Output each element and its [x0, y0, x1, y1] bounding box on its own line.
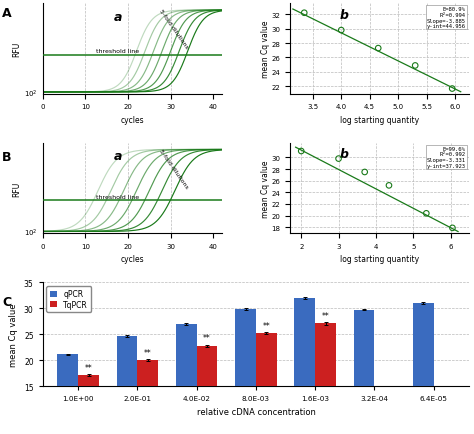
Bar: [294, 298, 315, 434]
Text: 5-fold dilutions: 5-fold dilutions: [158, 9, 189, 50]
Bar: [197, 346, 218, 434]
Point: [337, 27, 345, 34]
X-axis label: relative cDNA concentration: relative cDNA concentration: [197, 407, 315, 416]
Point: [361, 169, 368, 176]
Text: E=80.9%
R²=0.994
Slope=-3.885
y-int=44.956: E=80.9% R²=0.994 Slope=-3.885 y-int=44.9…: [427, 7, 465, 30]
X-axis label: cycles: cycles: [120, 255, 144, 264]
Y-axis label: mean Cq value: mean Cq value: [261, 21, 270, 78]
Text: b: b: [339, 148, 348, 161]
Text: **: **: [85, 363, 92, 372]
Text: 5-fold dilutions: 5-fold dilutions: [158, 148, 189, 189]
Text: **: **: [263, 321, 270, 330]
Point: [301, 10, 308, 17]
Text: C: C: [2, 295, 11, 308]
Text: E=99.6%
R²=0.992
Slope=-3.331
y-int=37.923: E=99.6% R²=0.992 Slope=-3.331 y-int=37.9…: [427, 146, 465, 168]
Text: **: **: [203, 334, 211, 343]
Point: [448, 86, 456, 93]
Point: [374, 46, 382, 53]
Bar: [354, 310, 374, 434]
Point: [411, 63, 419, 70]
Text: a: a: [114, 150, 122, 163]
Bar: [413, 303, 434, 434]
Legend: qPCR, TqPCR: qPCR, TqPCR: [46, 286, 91, 312]
Bar: [176, 324, 197, 434]
Text: threshold line: threshold line: [96, 194, 139, 199]
Bar: [57, 355, 78, 434]
Text: B: B: [2, 151, 12, 164]
Bar: [117, 336, 137, 434]
X-axis label: log starting quantity: log starting quantity: [340, 255, 419, 264]
Y-axis label: mean Cq value: mean Cq value: [9, 303, 18, 366]
Bar: [315, 324, 336, 434]
Text: **: **: [322, 311, 329, 320]
Text: threshold line: threshold line: [96, 49, 139, 54]
Point: [422, 210, 430, 217]
Text: a: a: [114, 11, 122, 23]
Y-axis label: RFU: RFU: [12, 181, 21, 196]
X-axis label: log starting quantity: log starting quantity: [340, 115, 419, 125]
Bar: [78, 375, 99, 434]
Point: [449, 225, 456, 232]
Bar: [137, 360, 158, 434]
Point: [335, 156, 342, 163]
Text: **: **: [144, 348, 152, 357]
X-axis label: cycles: cycles: [120, 115, 144, 125]
Text: b: b: [339, 9, 348, 22]
Bar: [235, 309, 256, 434]
Y-axis label: RFU: RFU: [12, 42, 21, 57]
Y-axis label: mean Cq value: mean Cq value: [261, 160, 270, 217]
Point: [297, 148, 305, 155]
Point: [385, 182, 393, 189]
Text: A: A: [2, 7, 12, 20]
Bar: [256, 333, 277, 434]
